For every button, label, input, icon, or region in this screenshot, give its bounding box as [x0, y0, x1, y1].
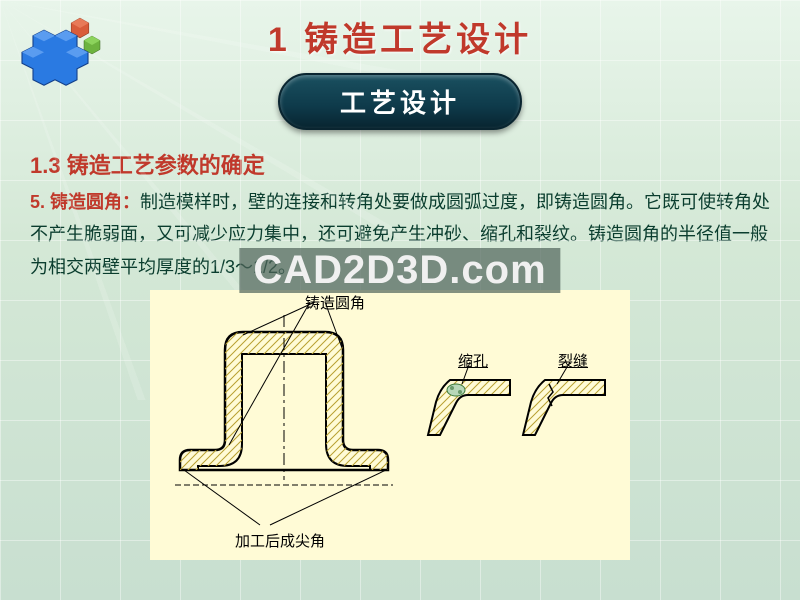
page-title: 1 铸造工艺设计: [0, 12, 800, 61]
label-casting-fillet: 铸造圆角: [305, 292, 365, 313]
section-heading: 1.3 铸造工艺参数的确定: [30, 148, 770, 180]
label-sharp-after-machining: 加工后成尖角: [235, 530, 325, 551]
logo-icon: [20, 10, 120, 110]
label-shrinkage: 缩孔: [458, 350, 488, 371]
subtitle-pill: 工艺设计: [278, 73, 522, 130]
slide-header: 1 铸造工艺设计 工艺设计: [0, 0, 800, 130]
point-number: 5. 铸造圆角：: [30, 192, 140, 212]
label-crack: 裂缝: [558, 350, 588, 371]
watermark: CAD2D3D.com: [239, 248, 560, 293]
diagram: 铸造圆角 加工后成尖角 缩孔 裂缝: [150, 290, 630, 560]
